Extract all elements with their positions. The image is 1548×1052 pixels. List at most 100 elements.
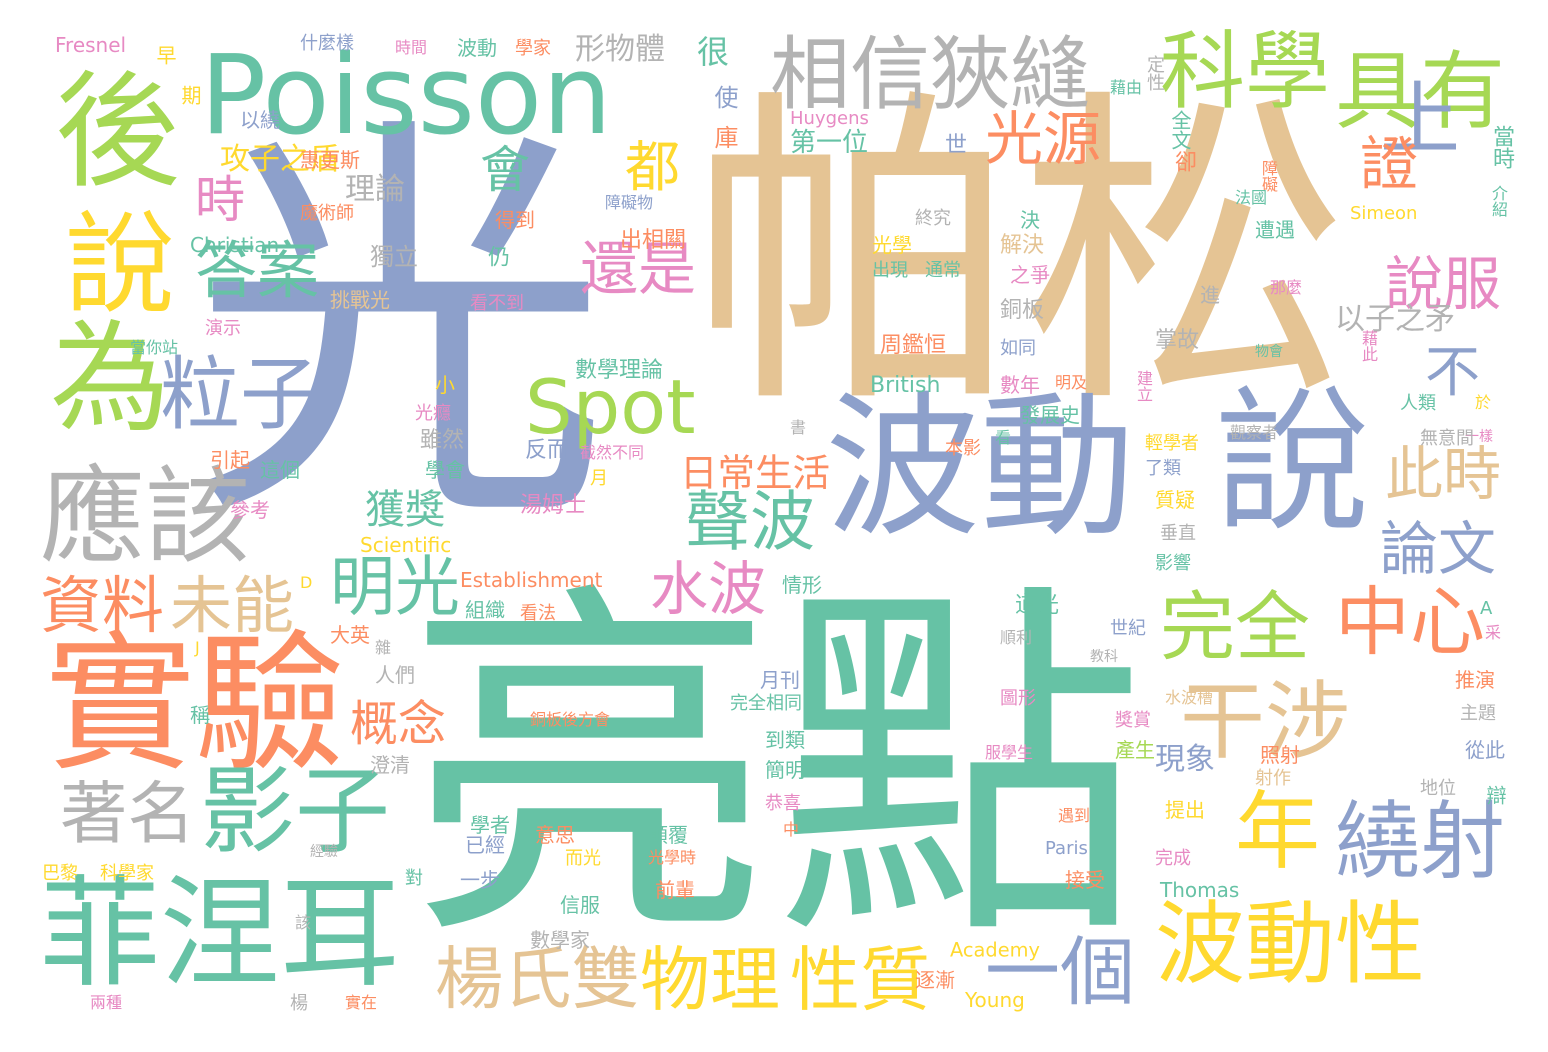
word-cloud-word: 科學家 [100, 863, 154, 884]
word-cloud-word: 應該 [40, 456, 251, 578]
word-cloud-word: 光源 [985, 105, 1102, 173]
word-cloud-word: 到類 [765, 728, 805, 752]
word-cloud-word: 順利 [1000, 628, 1033, 647]
word-cloud-word: 質疑 [1155, 488, 1195, 512]
word-cloud-word: 水波槽 [1165, 688, 1214, 707]
word-cloud-word: Simeon [1350, 203, 1418, 224]
word-cloud-word: 主題 [1460, 703, 1496, 724]
word-cloud-word: 粒子 [160, 348, 320, 441]
word-cloud-word: 無意間 [1420, 428, 1474, 449]
word-cloud-word: 出相關 [620, 228, 687, 253]
word-cloud-word: 證 [1360, 130, 1419, 198]
word-cloud-word: 人們 [375, 663, 415, 687]
word-cloud-word: 學會 [425, 458, 465, 482]
word-cloud-word: 第一位 [790, 128, 869, 158]
word-cloud-word: J [195, 638, 200, 657]
word-cloud-word: 人類 [1400, 393, 1436, 414]
word-cloud-word: 波動 [457, 36, 497, 60]
word-cloud-word: 仍 [484, 245, 509, 267]
word-cloud-word: 科學 [1160, 23, 1331, 122]
word-cloud-word: 波動 [825, 377, 1135, 558]
word-cloud-word: 形物體 [575, 32, 665, 67]
word-cloud-word: 而光 [565, 848, 601, 869]
word-cloud-word: 惠更斯 [300, 148, 360, 172]
word-cloud-word: 相信 [770, 28, 930, 121]
word-cloud-word: 會 [480, 141, 530, 199]
word-cloud-word: D [300, 573, 313, 592]
word-cloud-word: 經驗 [310, 844, 338, 860]
word-cloud-word: 數學理論 [575, 358, 664, 383]
word-cloud-word: 中心 [1335, 578, 1486, 666]
word-cloud-word: 學家 [515, 38, 551, 59]
word-cloud-word: 產生 [1115, 738, 1155, 762]
word-cloud-word: 波動性 [1155, 892, 1425, 997]
word-cloud-word: 說服 [1385, 250, 1502, 318]
word-cloud-word: 世 [945, 133, 968, 158]
word-cloud-word: 此時 [1385, 440, 1502, 508]
word-cloud-word: 看 [995, 428, 1012, 447]
word-cloud-word: 什麼樣 [300, 33, 354, 54]
word-cloud-word: 當時 [1489, 125, 1514, 169]
word-cloud-word: 教科 [1090, 649, 1118, 665]
word-cloud-word: 實在 [345, 993, 378, 1012]
word-cloud-word: 射作 [1255, 768, 1291, 789]
word-cloud-word: Fresnel [55, 33, 127, 57]
word-cloud-word: 未能 [170, 569, 295, 642]
word-cloud-word: 法國 [1235, 188, 1268, 207]
word-cloud-word: 垂直 [1160, 523, 1196, 544]
word-cloud-word: 引起 [210, 448, 250, 472]
word-cloud-word: A [1480, 598, 1493, 619]
word-cloud-word: 挑戰光 [330, 288, 390, 312]
word-cloud-word: 從此 [1465, 738, 1505, 762]
word-cloud-word: 前輩 [655, 878, 695, 902]
word-cloud-word: 提出 [1165, 798, 1205, 822]
word-cloud-word: Academy [950, 938, 1040, 962]
word-cloud-word: 不 [1425, 340, 1481, 404]
word-cloud-word: 進 [1200, 283, 1220, 307]
word-cloud-word: 服學生 [985, 743, 1034, 762]
word-cloud-word: 組織 [465, 598, 505, 622]
word-cloud-word: Spot [525, 363, 696, 451]
word-cloud-word: 已經 [465, 833, 505, 857]
word-cloud-word: 藉此 [1359, 330, 1378, 362]
word-cloud-word: 還是 [580, 235, 697, 303]
word-cloud-word: 解決 [1000, 233, 1045, 258]
word-cloud-word: 看法 [520, 603, 556, 624]
word-cloud-word: 著名 [60, 774, 195, 854]
word-cloud-word: 狹縫 [930, 28, 1090, 121]
word-cloud-word: 介紹 [1489, 185, 1508, 217]
word-cloud-word: 說 [65, 201, 175, 329]
word-cloud-word: 學者 [470, 813, 510, 837]
word-cloud-word: 對 [405, 868, 423, 889]
word-cloud-word: 信服 [560, 893, 600, 917]
word-cloud-word: 菲涅耳 [40, 865, 400, 1004]
word-cloud-word: 影子 [200, 757, 391, 867]
word-cloud-word: 如同 [1000, 338, 1036, 359]
word-cloud-word: 逐漸 [915, 968, 955, 992]
word-cloud-word: 現象 [1155, 742, 1215, 777]
word-cloud-word: 簡明 [765, 758, 805, 782]
word-cloud-word: 雜 [375, 638, 392, 657]
word-cloud-word: 地位 [1420, 778, 1456, 799]
word-cloud-word: Establishment [460, 568, 603, 592]
word-cloud-word: 以繞 [240, 108, 280, 132]
word-cloud-word: 得到 [495, 208, 535, 232]
word-cloud-word: 以子之矛 [1335, 302, 1455, 337]
word-cloud-word: 很 [692, 35, 730, 67]
word-cloud-word: 演示 [205, 318, 241, 339]
word-cloud-word: 都 [625, 135, 681, 199]
word-cloud-word: 亮點 [405, 555, 1145, 985]
word-cloud-word: 澄清 [370, 753, 410, 777]
word-cloud-word: 說 [1215, 372, 1370, 553]
word-cloud-word: 理論 [345, 172, 405, 207]
word-cloud-word: 物會 [1255, 344, 1283, 360]
word-cloud-word: 完全相同 [730, 693, 802, 714]
word-cloud-word: 出現 [872, 260, 908, 281]
word-cloud-word: 卻 [1171, 150, 1196, 172]
word-cloud-word: 於 [1475, 393, 1492, 412]
word-cloud-word: 建立 [1134, 370, 1153, 402]
word-cloud-word: 光學 [872, 233, 912, 257]
word-cloud-word: 決 [1020, 208, 1040, 232]
word-cloud-word: 恭喜 [765, 793, 801, 814]
word-cloud-word: 觀察者 [1230, 423, 1279, 442]
